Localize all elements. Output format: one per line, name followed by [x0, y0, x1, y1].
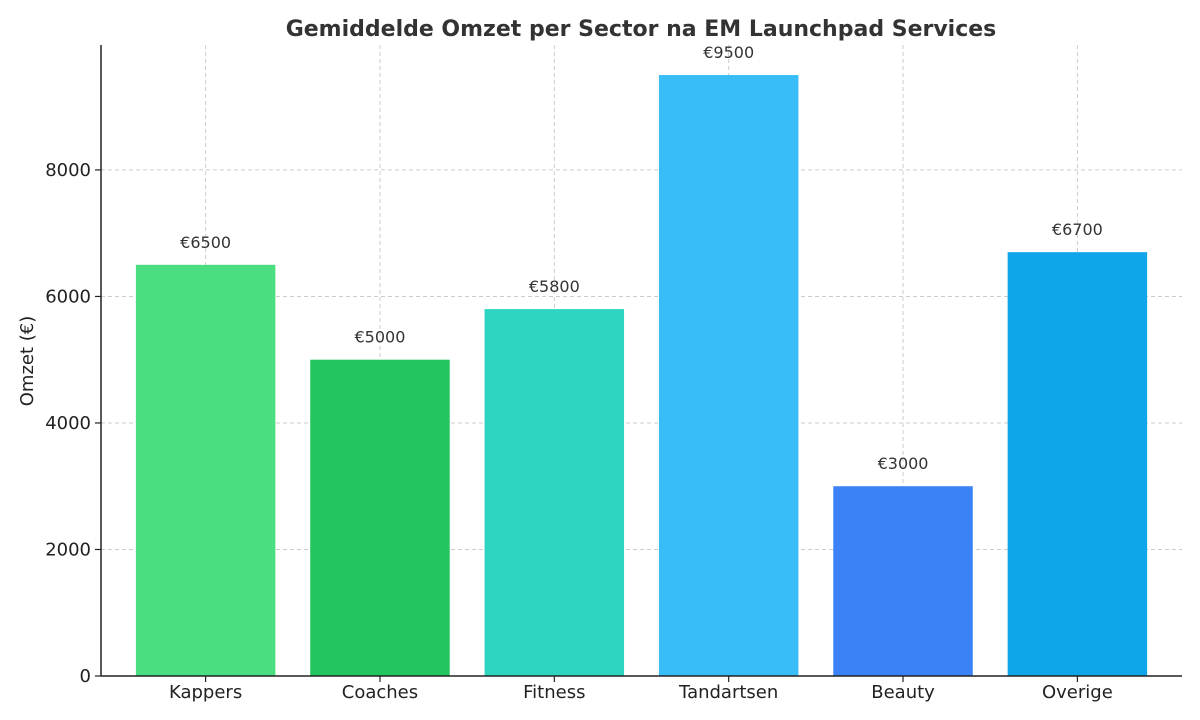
x-ticks: Kappers Coaches Fitness Tandartsen Beauty Ove… [169, 676, 1113, 703]
value-labels: €6500 €5000 €5800 €9500 €3000 €6700 [180, 43, 1103, 473]
value-label: €9500 [703, 43, 754, 62]
bar-fitness [484, 309, 625, 676]
y-tick-label: 2000 [45, 539, 91, 560]
y-tick-label: 6000 [45, 286, 91, 307]
value-label: €6700 [1052, 220, 1103, 239]
bars [135, 75, 1148, 677]
chart-title: Gemiddelde Omzet per Sector na EM Launch… [286, 17, 997, 42]
bar-coaches [310, 359, 450, 676]
value-label: €6500 [180, 233, 231, 252]
x-tick-label: Beauty [871, 682, 935, 703]
y-tick-label: 8000 [45, 160, 91, 181]
bar-beauty [833, 486, 973, 676]
y-axis-label: Omzet (€) [17, 316, 38, 407]
bar-tandartsen [658, 75, 799, 677]
axes [100, 45, 1182, 677]
x-tick-label: Fitness [523, 682, 585, 703]
bar-overige [1007, 252, 1148, 677]
x-tick-label: Kappers [169, 682, 242, 703]
value-label: €3000 [878, 454, 929, 473]
y-ticks: 0 2000 4000 6000 8000 [45, 160, 101, 687]
value-label: €5800 [529, 277, 580, 296]
y-tick-label: 0 [80, 666, 91, 687]
x-tick-label: Tandartsen [678, 682, 778, 703]
x-tick-label: Overige [1042, 682, 1113, 703]
y-tick-label: 4000 [45, 413, 91, 434]
bar-kappers [135, 264, 276, 676]
x-tick-label: Coaches [342, 682, 418, 703]
value-label: €5000 [355, 328, 406, 347]
